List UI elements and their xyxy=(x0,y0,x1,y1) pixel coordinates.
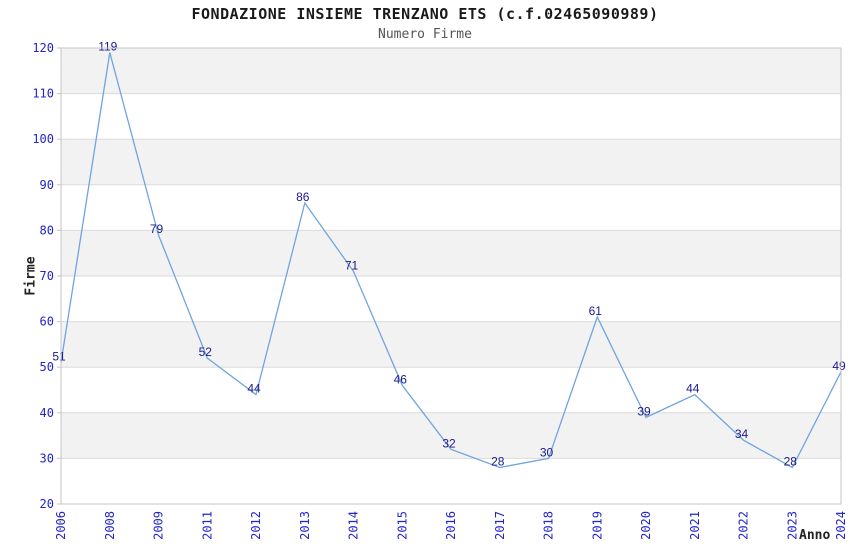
data-point-label: 61 xyxy=(589,304,603,318)
y-tick-label: 40 xyxy=(40,406,54,420)
x-tick-label: 2019 xyxy=(590,511,604,540)
x-tick-label: 2018 xyxy=(542,511,556,540)
data-point-label: 86 xyxy=(296,190,310,204)
data-point-label: 34 xyxy=(735,427,749,441)
y-tick-label: 90 xyxy=(40,178,54,192)
plot-band xyxy=(61,321,841,368)
plot-band xyxy=(61,412,841,459)
x-tick-label: 2023 xyxy=(785,511,799,540)
data-point-label: 28 xyxy=(784,455,798,469)
data-point-label: 49 xyxy=(832,359,846,373)
plot-band xyxy=(61,139,841,185)
data-point-label: 39 xyxy=(637,404,651,418)
x-tick-label: 2006 xyxy=(54,511,68,540)
x-tick-label: 2024 xyxy=(834,511,848,540)
data-point-label: 52 xyxy=(199,345,213,359)
y-tick-label: 20 xyxy=(40,497,54,511)
plot-band xyxy=(61,230,841,276)
data-point-label: 44 xyxy=(686,382,700,396)
data-point-label: 44 xyxy=(247,382,261,396)
x-tick-label: 2012 xyxy=(249,511,263,540)
plot-border xyxy=(60,47,842,505)
y-tick-label: 110 xyxy=(32,87,54,101)
data-point-label: 71 xyxy=(345,258,359,272)
data-line xyxy=(60,52,842,469)
y-tick-label: 70 xyxy=(40,269,54,283)
y-tick-label: 100 xyxy=(32,132,54,146)
x-tick-label: 2011 xyxy=(200,511,214,540)
chart-title: FONDAZIONE INSIEME TRENZANO ETS (c.f.024… xyxy=(191,5,659,23)
chart-subtitle: Numero Firme xyxy=(378,27,472,42)
data-point-label: 30 xyxy=(540,445,554,459)
x-tick-label: 2020 xyxy=(639,511,653,540)
data-point-label: 79 xyxy=(150,222,164,236)
x-tick-label: 2008 xyxy=(103,511,117,540)
data-point-label: 46 xyxy=(394,372,408,386)
x-tick-label: 2016 xyxy=(444,511,458,540)
x-tick-label: 2014 xyxy=(347,511,361,540)
y-tick-label: 60 xyxy=(40,315,54,329)
plot-band xyxy=(61,48,841,94)
data-point-label: 32 xyxy=(442,436,456,450)
x-tick-label: 2017 xyxy=(493,511,507,540)
x-tick-label: 2021 xyxy=(688,511,702,540)
y-tick-label: 30 xyxy=(40,451,54,465)
y-tick-label: 80 xyxy=(40,223,54,237)
x-tick-label: 2009 xyxy=(152,511,166,540)
x-tick-label: 2015 xyxy=(395,511,409,540)
data-point-label: 119 xyxy=(98,40,117,54)
data-point-label: 28 xyxy=(491,455,505,469)
data-point-label: 51 xyxy=(52,350,66,364)
y-axis-title: Firme xyxy=(23,256,39,296)
y-tick-label: 120 xyxy=(32,41,54,55)
y-tick-label: 50 xyxy=(40,360,54,374)
x-tick-label: 2013 xyxy=(298,511,312,540)
x-axis-title: Anno xyxy=(799,528,831,543)
x-tick-label: 2022 xyxy=(737,511,751,540)
